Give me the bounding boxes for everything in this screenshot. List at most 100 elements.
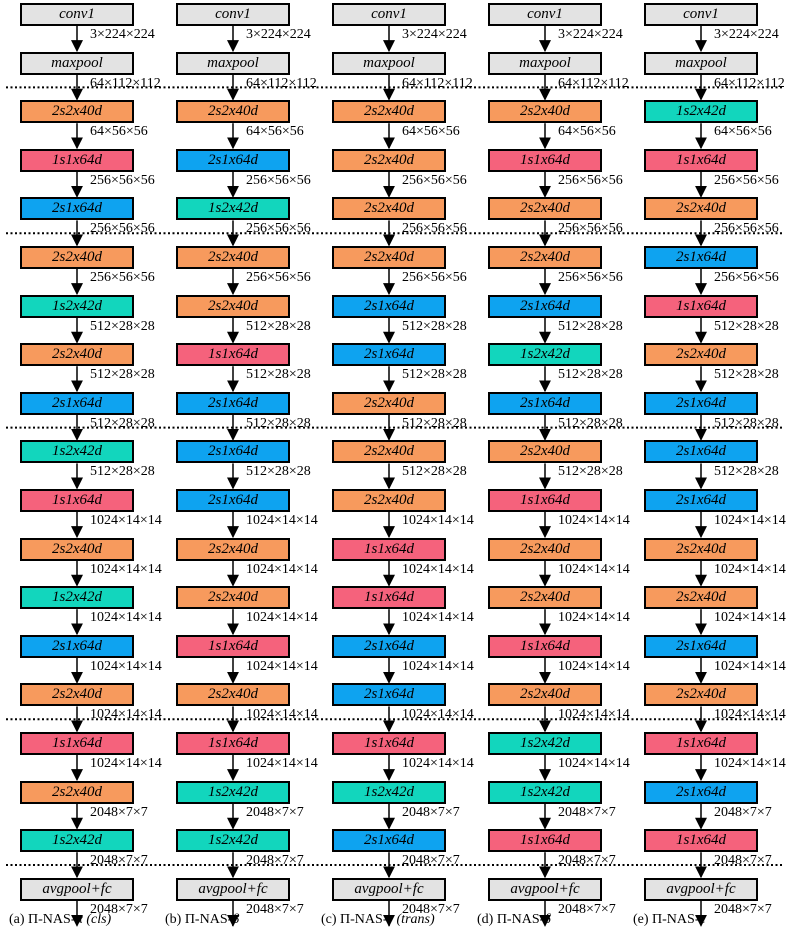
tensor-dim-label: 1024×14×14 (714, 610, 786, 626)
tensor-dim-label: 1024×14×14 (90, 610, 162, 626)
block-1s2x42d: 1s2x42d (20, 829, 134, 853)
tensor-dim-label: 512×28×28 (90, 367, 155, 383)
tensor-dim-label: 3×224×224 (90, 27, 155, 42)
block-2s2x40d: 2s2x40d (644, 197, 758, 221)
block-2s2x40d: 2s2x40d (488, 586, 602, 610)
tensor-dim-label: 1024×14×14 (402, 658, 474, 674)
block-2s1x64d: 2s1x64d (332, 683, 446, 707)
block-1s2x42d: 1s2x42d (488, 343, 602, 367)
tensor-dim-label: 64×56×56 (714, 124, 772, 140)
tensor-dim-label: 1024×14×14 (246, 561, 318, 577)
tensor-dim-label: 512×28×28 (246, 318, 311, 334)
tensor-dim-label: 64×112×112 (558, 75, 629, 91)
tensor-dim-label: 64×112×112 (90, 75, 161, 91)
block-1s1x64d: 1s1x64d (644, 829, 758, 853)
tensor-dim-label: 1024×14×14 (402, 610, 474, 626)
block-1s1x64d: 1s1x64d (644, 732, 758, 755)
block-2s2x40d: 2s2x40d (20, 100, 134, 124)
block-1s1x64d: 1s1x64d (488, 829, 602, 853)
block-2s1x64d: 2s1x64d (176, 489, 290, 512)
block-1s1x64d: 1s1x64d (488, 634, 602, 658)
tensor-dim-label: 1024×14×14 (714, 658, 786, 674)
block-1s2x42d: 1s2x42d (488, 732, 602, 755)
tensor-dim-label: 256×56×56 (558, 172, 623, 188)
block-2s2x40d: 2s2x40d (644, 586, 758, 610)
block-2s2x40d: 2s2x40d (176, 100, 290, 124)
block-2s2x40d: 2s2x40d (20, 537, 134, 561)
block-avgpool-fc: avgpool+fc (644, 877, 758, 901)
tensor-dim-label: 1024×14×14 (246, 610, 318, 626)
block-2s1x64d: 2s1x64d (644, 246, 758, 269)
caption-suffix: (trans) (393, 912, 435, 927)
tensor-dim-label: 1024×14×14 (558, 513, 630, 528)
tensor-dim-label: 2048×7×7 (402, 901, 460, 917)
tensor-dim-label: 2048×7×7 (558, 804, 616, 820)
tensor-dim-label: 64×56×56 (90, 124, 148, 140)
tensor-dim-label: 512×28×28 (402, 415, 467, 431)
block-maxpool: maxpool (644, 51, 758, 75)
block-1s1x64d: 1s1x64d (644, 148, 758, 172)
block-1s2x42d: 1s2x42d (332, 780, 446, 804)
block-2s1x64d: 2s1x64d (488, 294, 602, 318)
block-avgpool-fc: avgpool+fc (488, 877, 602, 901)
block-2s2x40d: 2s2x40d (332, 246, 446, 269)
block-2s2x40d: 2s2x40d (332, 148, 446, 172)
block-2s1x64d: 2s1x64d (644, 634, 758, 658)
block-2s2x40d: 2s2x40d (332, 100, 446, 124)
tensor-dim-label: 3×224×224 (714, 27, 779, 42)
caption-prefix: (b) Π-NAS- (165, 912, 233, 927)
tensor-dim-label: 256×56×56 (246, 172, 311, 188)
block-2s2x40d: 2s2x40d (176, 294, 290, 318)
tensor-dim-label: 512×28×28 (402, 367, 467, 383)
tensor-dim-label: 256×56×56 (246, 270, 311, 285)
block-2s2x40d: 2s2x40d (488, 440, 602, 464)
block-1s1x64d: 1s1x64d (20, 148, 134, 172)
tensor-dim-label: 2048×7×7 (90, 804, 148, 820)
tensor-dim-label: 512×28×28 (714, 464, 779, 480)
block-2s2x40d: 2s2x40d (176, 683, 290, 707)
block-2s2x40d: 2s2x40d (332, 440, 446, 464)
tensor-dim-label: 1024×14×14 (90, 658, 162, 674)
tensor-dim-label: 512×28×28 (558, 318, 623, 334)
block-2s2x40d: 2s2x40d (644, 537, 758, 561)
tensor-dim-label: 2048×7×7 (714, 853, 772, 869)
block-2s1x64d: 2s1x64d (176, 148, 290, 172)
block-2s1x64d: 2s1x64d (332, 829, 446, 853)
block-2s2x40d: 2s2x40d (20, 683, 134, 707)
block-maxpool: maxpool (488, 51, 602, 75)
block-2s2x40d: 2s2x40d (20, 780, 134, 804)
tensor-dim-label: 1024×14×14 (714, 756, 786, 771)
block-2s2x40d: 2s2x40d (20, 343, 134, 367)
tensor-dim-label: 3×224×224 (246, 27, 311, 42)
block-maxpool: maxpool (176, 51, 290, 75)
tensor-dim-label: 1024×14×14 (714, 561, 786, 577)
tensor-dim-label: 256×56×56 (402, 221, 467, 237)
tensor-dim-label: 1024×14×14 (558, 707, 630, 723)
block-2s2x40d: 2s2x40d (332, 391, 446, 415)
block-2s1x64d: 2s1x64d (332, 294, 446, 318)
tensor-dim-label: 2048×7×7 (558, 901, 616, 917)
tensor-dim-label: 1024×14×14 (402, 756, 474, 771)
block-2s2x40d: 2s2x40d (20, 246, 134, 269)
tensor-dim-label: 512×28×28 (90, 464, 155, 480)
block-1s1x64d: 1s1x64d (20, 732, 134, 755)
block-2s1x64d: 2s1x64d (644, 440, 758, 464)
block-2s1x64d: 2s1x64d (644, 391, 758, 415)
block-1s1x64d: 1s1x64d (644, 294, 758, 318)
tensor-dim-label: 256×56×56 (402, 270, 467, 285)
tensor-dim-label: 512×28×28 (714, 367, 779, 383)
tensor-dim-label: 1024×14×14 (90, 756, 162, 771)
block-2s2x40d: 2s2x40d (488, 683, 602, 707)
block-conv1: conv1 (20, 3, 134, 26)
block-conv1: conv1 (488, 3, 602, 26)
caption-prefix: (c) Π-NAS- (321, 912, 388, 927)
block-2s1x64d: 2s1x64d (644, 489, 758, 512)
tensor-dim-label: 512×28×28 (558, 464, 623, 480)
block-conv1: conv1 (644, 3, 758, 26)
tensor-dim-label: 1024×14×14 (90, 561, 162, 577)
block-2s1x64d: 2s1x64d (332, 634, 446, 658)
block-2s1x64d: 2s1x64d (20, 197, 134, 221)
tensor-dim-label: 1024×14×14 (558, 610, 630, 626)
tensor-dim-label: 512×28×28 (714, 318, 779, 334)
